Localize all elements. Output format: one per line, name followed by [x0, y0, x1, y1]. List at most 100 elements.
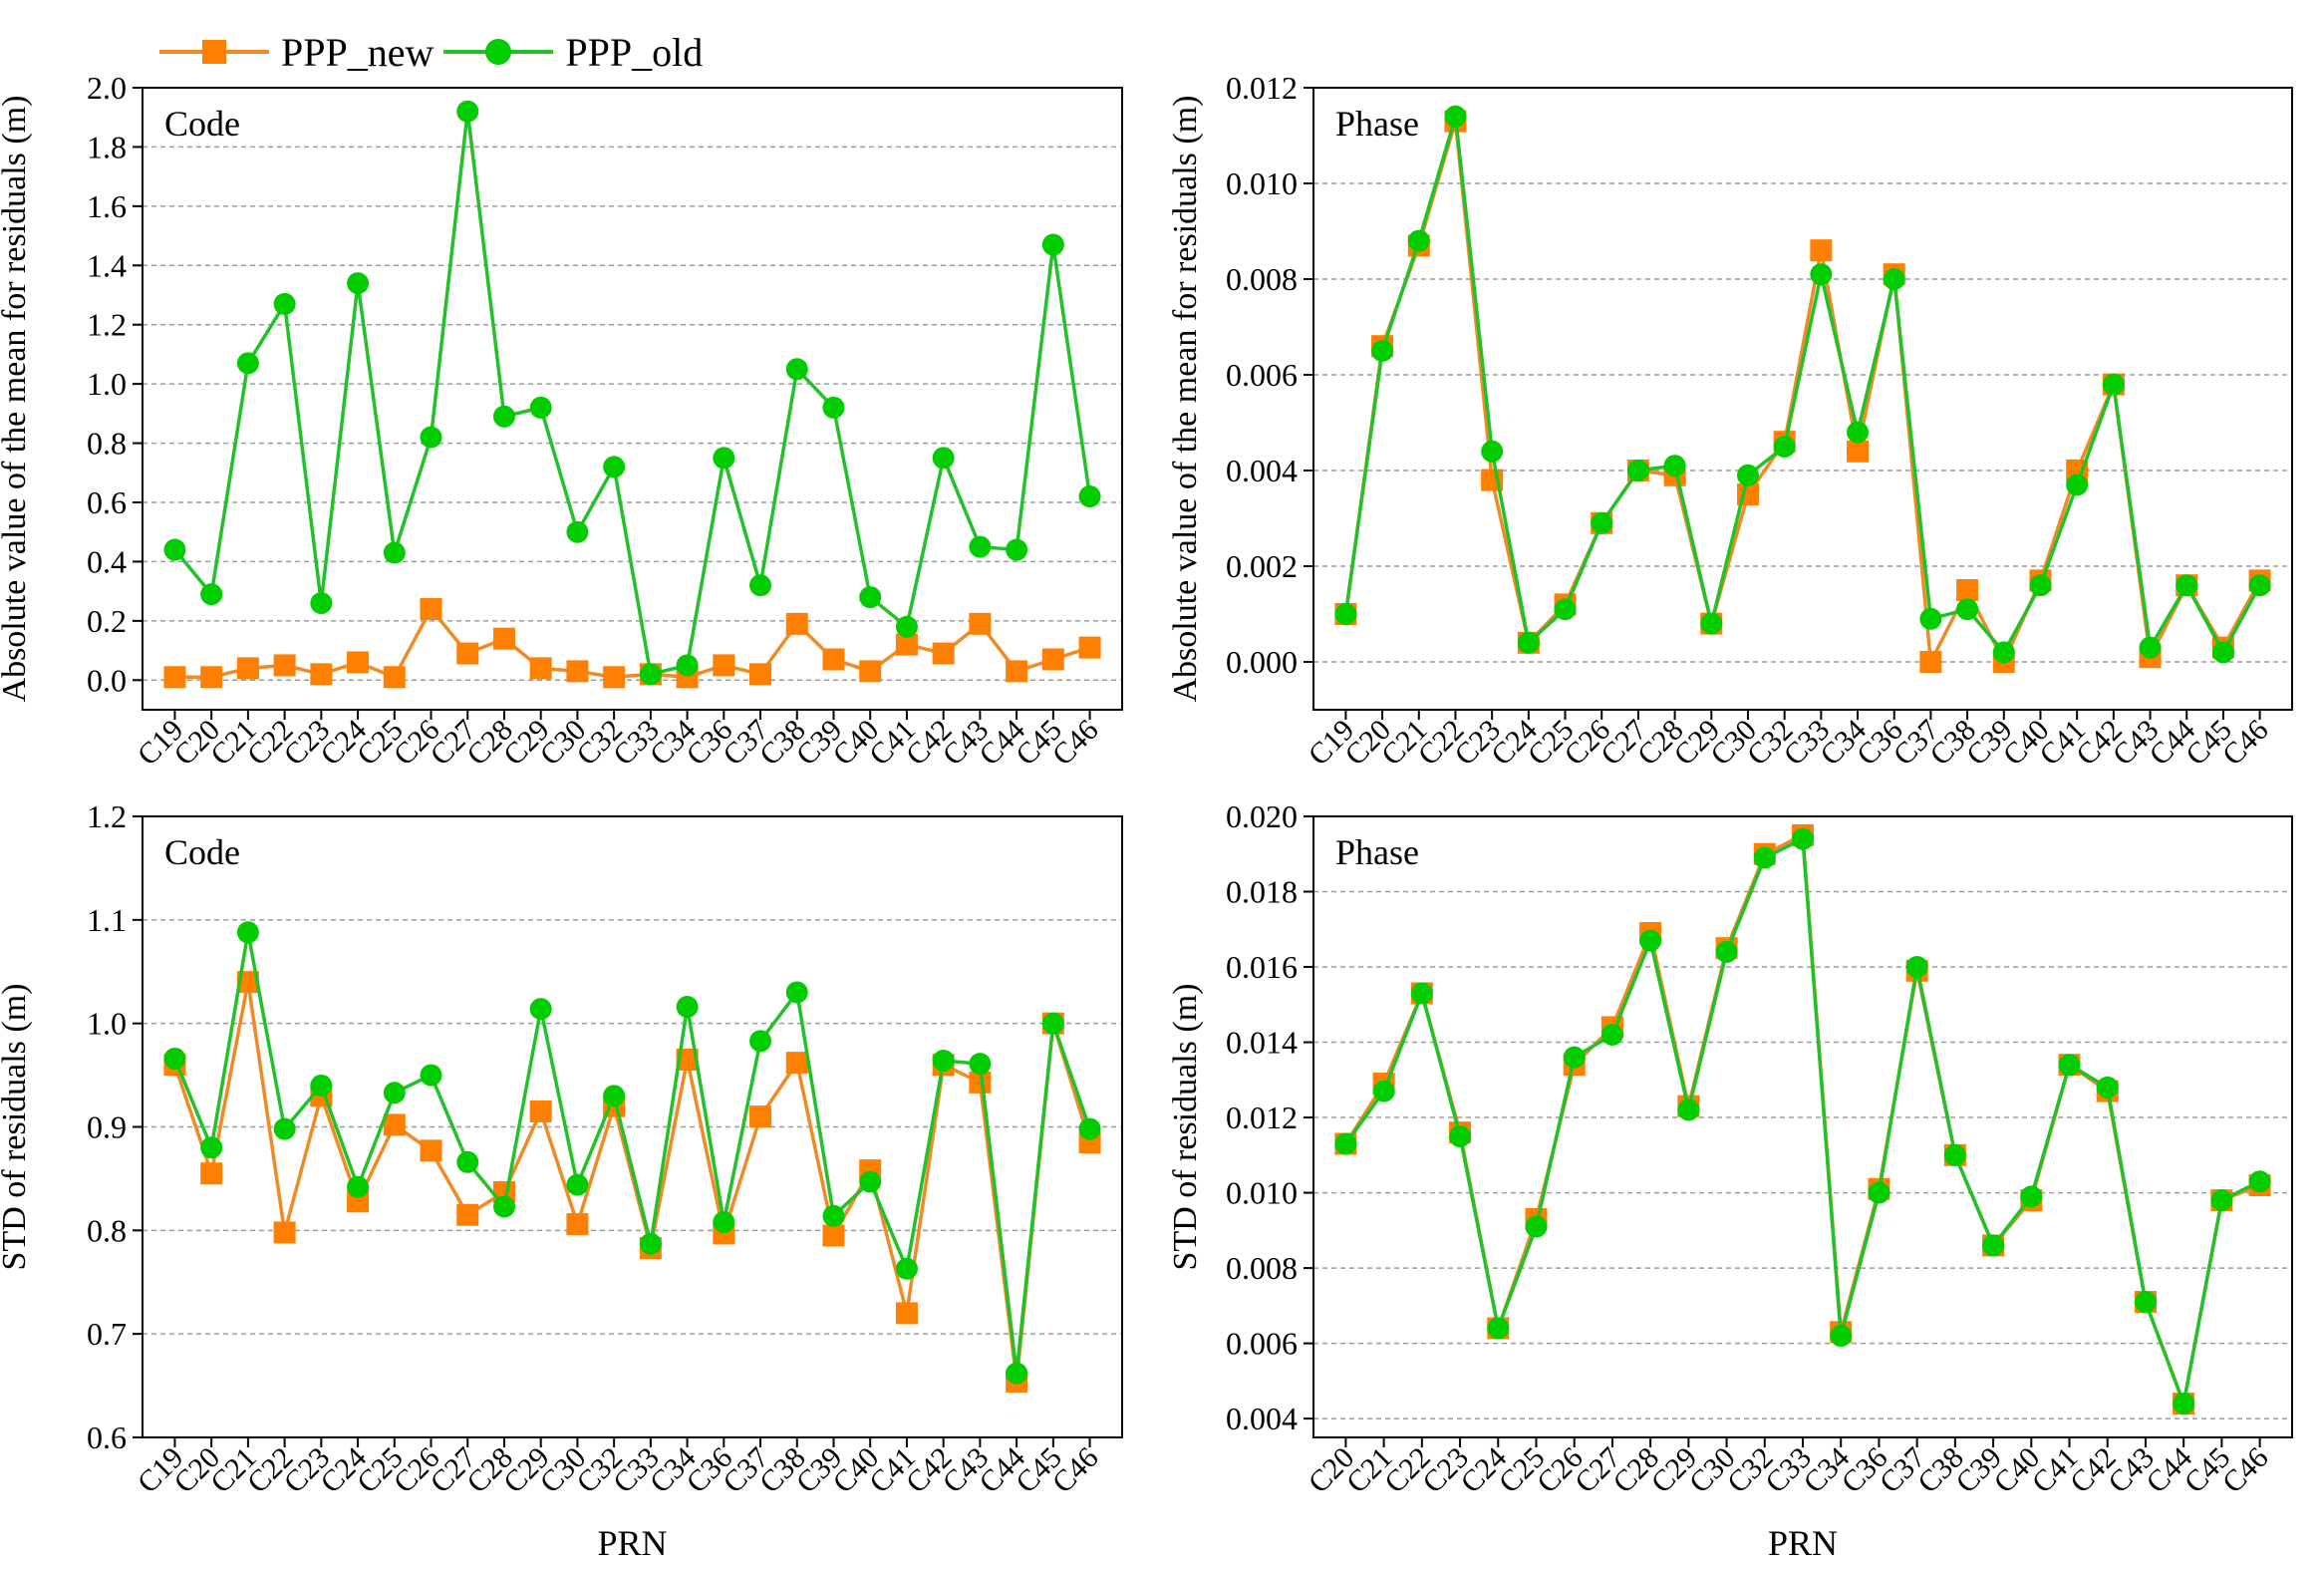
data-point-ppp-old [2096, 1076, 2119, 1098]
data-point-ppp-new [1810, 239, 1833, 262]
panel-label: Code [164, 832, 240, 872]
data-point-ppp-old [529, 998, 552, 1021]
data-point-ppp-new [895, 1302, 918, 1325]
data-point-ppp-old [347, 1175, 370, 1198]
data-point-ppp-old [1554, 598, 1577, 621]
series-line-ppp-old [1343, 116, 2262, 657]
y-tick-label: 1.6 [87, 188, 127, 224]
legend-item-ppp-new: PPP_new [159, 29, 434, 76]
data-point-ppp-old [822, 1204, 845, 1227]
data-point-ppp-new [603, 666, 626, 689]
series-line-ppp-new [1343, 832, 2261, 1411]
data-point-ppp-new [200, 666, 223, 689]
legend-label-ppp-old: PPP_old [565, 29, 704, 75]
data-point-ppp-old [1883, 268, 1905, 290]
data-point-ppp-old [2102, 373, 2125, 396]
data-point-ppp-old [859, 586, 882, 609]
data-point-ppp-old [310, 592, 333, 615]
data-point-ppp-new [529, 1099, 552, 1122]
data-point-ppp-old [420, 426, 442, 449]
y-tick-label: 0.012 [1226, 1099, 1298, 1135]
data-point-ppp-old [2020, 1185, 2043, 1208]
data-point-ppp-new [676, 1049, 699, 1072]
y-tick-label: 1.0 [87, 366, 127, 402]
data-point-ppp-old [163, 538, 186, 561]
data-point-ppp-old [1847, 421, 1870, 444]
y-tick-label: 0.008 [1226, 1250, 1298, 1286]
data-point-ppp-old [163, 1047, 186, 1070]
y-tick-label: 0.008 [1226, 261, 1298, 297]
data-point-ppp-old [1078, 1117, 1101, 1140]
data-point-ppp-old [603, 456, 626, 478]
y-tick-label: 0.002 [1226, 548, 1298, 584]
y-tick-label: 1.1 [87, 902, 127, 938]
data-point-ppp-new [1078, 636, 1101, 659]
data-point-ppp-old [566, 1173, 589, 1196]
data-point-ppp-new [895, 633, 918, 656]
data-point-ppp-old [603, 1085, 626, 1107]
data-point-ppp-old [200, 1136, 223, 1159]
legend: PPP_new PPP_old [159, 22, 713, 82]
data-point-ppp-old [1753, 846, 1776, 869]
y-axis-label: Absolute value of the mean for residuals… [0, 96, 33, 703]
plot-frame [142, 87, 1123, 711]
data-point-ppp-old [2176, 574, 2198, 597]
data-point-ppp-old [347, 272, 370, 295]
data-point-ppp-old [713, 1211, 735, 1234]
data-point-ppp-old [895, 615, 918, 638]
y-tick-label: 0.006 [1226, 1326, 1298, 1362]
plot-frame [142, 815, 1123, 1438]
data-point-ppp-old [1792, 827, 1814, 850]
y-tick-label: 0.4 [87, 543, 127, 579]
data-point-ppp-old [1371, 340, 1394, 362]
data-point-ppp-new [1847, 440, 1870, 463]
data-point-ppp-old [492, 405, 515, 428]
data-point-ppp-old [2058, 1054, 2081, 1077]
chart-panel-4: 0.004 0.006 0.008 0.010 0.012 0.014 0.016 0.018… [1167, 798, 2293, 1563]
data-point-ppp-old [2173, 1393, 2195, 1415]
data-point-ppp-new [566, 1213, 589, 1236]
data-point-ppp-old [1830, 1325, 1853, 1348]
data-point-ppp-old [932, 1050, 955, 1073]
panel-label: Code [164, 104, 240, 144]
data-point-ppp-old [456, 100, 479, 123]
x-tick-label: C46 [1046, 1441, 1105, 1500]
data-point-ppp-old [1773, 436, 1796, 458]
data-point-ppp-old [1591, 511, 1613, 534]
y-tick-label: 0.006 [1226, 357, 1298, 393]
data-point-ppp-old [492, 1195, 515, 1218]
y-tick-label: 0.010 [1226, 165, 1298, 201]
data-point-ppp-old [273, 1117, 296, 1140]
y-tick-label: 1.2 [87, 307, 127, 343]
data-point-ppp-old [1006, 1362, 1028, 1385]
series-line-ppp-old [173, 111, 1092, 677]
data-point-ppp-old [859, 1170, 882, 1193]
data-point-ppp-old [749, 1030, 772, 1053]
y-tick-label: 0.0 [87, 662, 127, 698]
legend-swatch-circle [443, 39, 554, 65]
y-tick-label: 0.018 [1226, 874, 1298, 910]
data-point-ppp-old [785, 981, 808, 1004]
data-point-ppp-new [347, 651, 370, 674]
legend-label-ppp-new: PPP_new [281, 29, 435, 75]
y-tick-label: 0.8 [87, 426, 127, 462]
data-point-ppp-new [420, 1139, 442, 1162]
data-point-ppp-old [2066, 473, 2089, 496]
data-point-ppp-new [163, 666, 186, 689]
data-point-ppp-new [749, 1105, 772, 1128]
data-point-ppp-old [2139, 636, 2162, 659]
data-point-ppp-old [969, 1053, 992, 1076]
data-point-ppp-new [310, 663, 333, 686]
data-point-ppp-old [895, 1257, 918, 1280]
data-point-ppp-old [1525, 1215, 1548, 1238]
data-point-ppp-new [273, 654, 296, 677]
data-point-ppp-old [822, 396, 845, 419]
panel-label: Phase [1335, 104, 1419, 144]
data-point-ppp-old [566, 520, 589, 543]
data-point-ppp-old [1372, 1080, 1395, 1102]
data-point-ppp-old [1407, 229, 1430, 252]
data-point-ppp-old [2248, 1170, 2271, 1193]
data-point-ppp-old [785, 358, 808, 381]
y-tick-label: 1.0 [87, 1006, 127, 1042]
